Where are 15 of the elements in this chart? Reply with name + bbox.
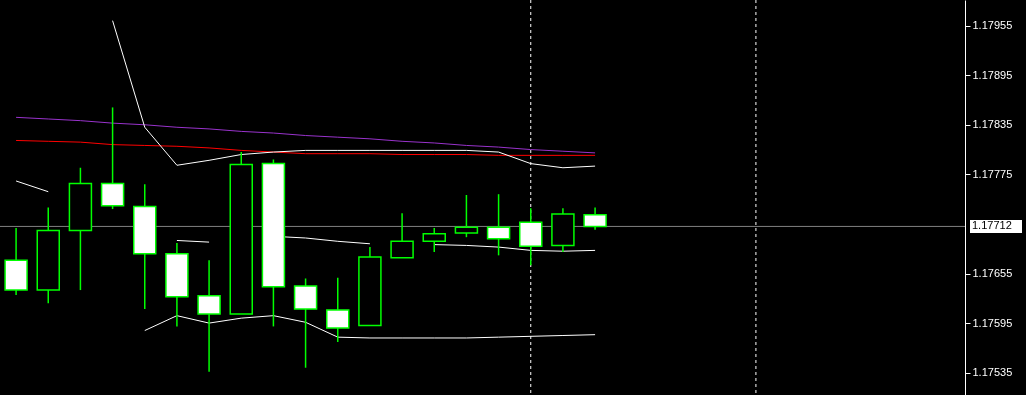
y-tick-label: 1.17775	[972, 167, 1013, 180]
candlestick	[422, 227, 446, 253]
y-tick-label: 1.17835	[972, 118, 1013, 131]
y-tick-label: 1.17655	[972, 267, 1013, 280]
y-tick-label: 1.17895	[972, 68, 1013, 81]
y-tick-label: 1.17955	[972, 19, 1013, 32]
candlestick	[454, 194, 479, 238]
candlestick	[390, 212, 414, 259]
y-tick-label: 1.17595	[972, 316, 1013, 329]
y-tick-label: 1.17535	[972, 366, 1013, 379]
candlestick	[583, 206, 607, 231]
candlestick	[100, 106, 125, 210]
line-series	[15, 139, 596, 156]
line-series	[15, 116, 596, 154]
ref-line-label: 1.17712	[972, 219, 1012, 232]
